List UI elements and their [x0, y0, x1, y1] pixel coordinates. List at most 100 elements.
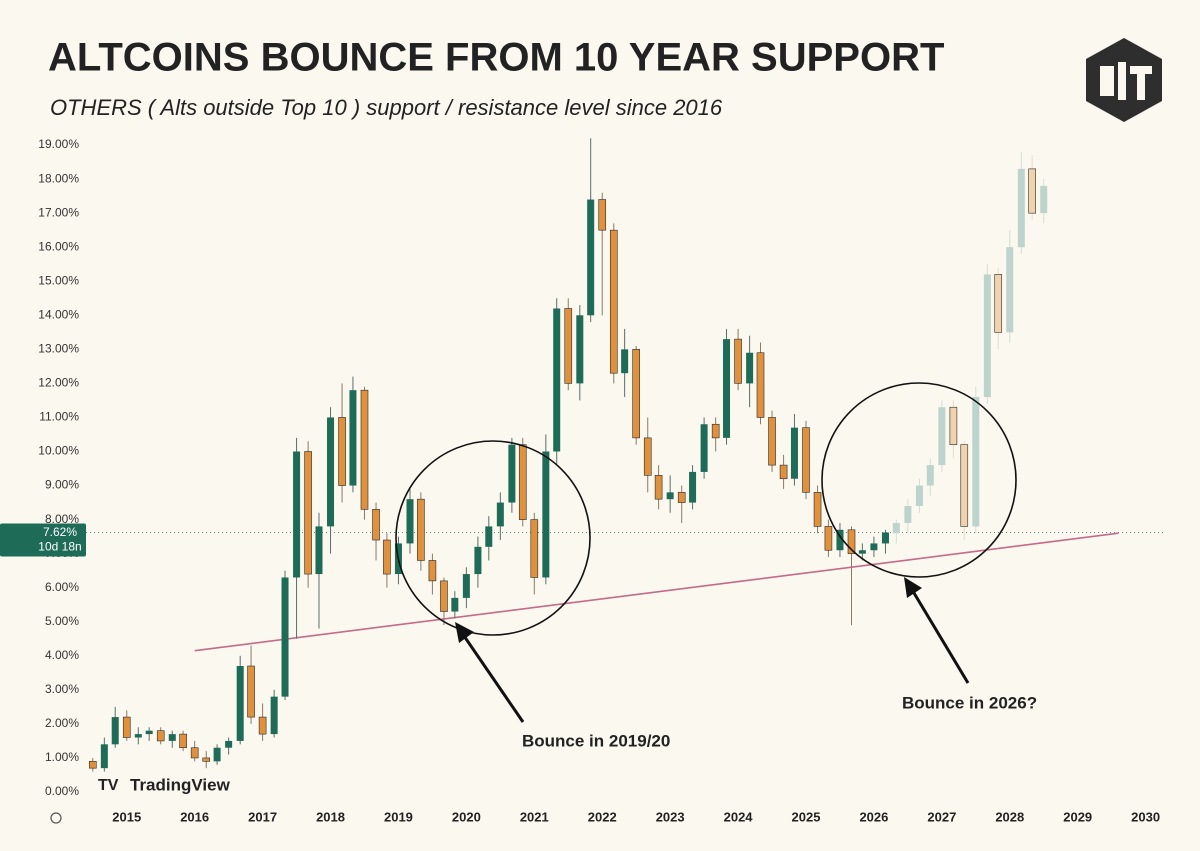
candle-body: [111, 717, 119, 745]
candle-body: [858, 550, 866, 554]
candle-body: [870, 543, 878, 551]
candle-body: [654, 475, 663, 500]
candle-body: [564, 308, 573, 384]
x-tick-label: 2028: [995, 809, 1024, 824]
watermark: TV TradingView: [98, 775, 231, 794]
highlight-circle: [395, 440, 591, 636]
candle-body: [88, 761, 97, 769]
y-tick-label: 3.00%: [45, 682, 79, 696]
candle-body: [813, 492, 822, 527]
candle-body: [315, 526, 323, 575]
countdown: 10d 18n: [38, 540, 81, 554]
y-tick-label: 5.00%: [45, 614, 79, 628]
candle-body: [428, 560, 437, 582]
arrow: [455, 622, 525, 723]
chart-title: ALTCOINS BOUNCE FROM 10 YEAR SUPPORT: [48, 36, 944, 80]
y-tick-label: 8.00%: [45, 512, 79, 526]
candle-body: [576, 315, 584, 384]
candle-body: [406, 499, 414, 544]
candle-body: [1028, 168, 1036, 214]
y-tick-label: 19.00%: [38, 137, 79, 151]
candle-body: [598, 199, 607, 231]
candle-body: [349, 390, 357, 486]
candle-body: [960, 444, 969, 527]
price-tag: 7.62%10d 18n: [0, 523, 86, 557]
candle-body: [474, 546, 482, 575]
x-tick-label: 2019: [384, 809, 413, 824]
candle-body: [824, 526, 833, 551]
annotation: Bounce in 2026?: [902, 693, 1037, 712]
candle-body: [518, 444, 527, 520]
candle-body: [213, 747, 221, 762]
candle-body: [327, 417, 335, 527]
candle-body: [779, 464, 788, 480]
candle-body: [440, 580, 448, 612]
candle-body: [236, 666, 244, 741]
candle-body: [926, 465, 934, 486]
y-tick-label: 1.00%: [45, 750, 79, 764]
chart-subtitle: OTHERS ( Alts outside Top 10 ) support /…: [50, 95, 723, 120]
candle-body: [462, 574, 470, 598]
settings-icon: [50, 812, 62, 824]
candle-body: [756, 352, 765, 418]
x-tick-label: 2029: [1063, 809, 1092, 824]
candle-body: [677, 492, 686, 503]
logo: [1086, 38, 1162, 122]
candle-body: [168, 734, 176, 741]
candle-body: [892, 522, 900, 534]
y-tick-label: 4.00%: [45, 648, 79, 662]
x-tick-label: 2022: [588, 809, 617, 824]
plot-area: 0.00%1.00%2.00%3.00%4.00%5.00%6.00%7.00%…: [38, 137, 1166, 824]
candle-body: [485, 526, 493, 547]
candle-body: [383, 539, 391, 575]
candle-body: [530, 519, 539, 578]
candle-body: [1040, 185, 1048, 214]
x-tick-label: 2020: [452, 809, 481, 824]
watermark-text: TradingView: [130, 775, 231, 794]
y-tick-label: 16.00%: [38, 239, 79, 253]
arrow: [904, 577, 970, 684]
candle-body: [542, 451, 550, 578]
candle-body: [190, 747, 199, 759]
candle-body: [156, 730, 165, 742]
candle-body: [338, 417, 346, 486]
candle-body: [587, 199, 595, 316]
x-tick-label: 2016: [180, 809, 209, 824]
x-tick-label: 2025: [792, 809, 821, 824]
candle-body: [949, 406, 958, 445]
y-tick-label: 18.00%: [38, 171, 79, 185]
candle-body: [372, 509, 380, 541]
candle-body: [915, 485, 923, 506]
candle-body: [768, 417, 776, 466]
x-tick-label: 2027: [927, 809, 956, 824]
y-tick-label: 15.00%: [38, 273, 79, 287]
y-tick-label: 14.00%: [38, 307, 79, 321]
candle-body: [496, 502, 504, 527]
svg-text:TV: TV: [98, 777, 119, 794]
candle-body: [1017, 168, 1025, 248]
candle-body: [836, 529, 844, 551]
candle-body: [258, 716, 267, 735]
candle-body: [904, 505, 912, 523]
x-tick-label: 2021: [520, 809, 549, 824]
candle-body: [643, 437, 652, 476]
x-tick-label: 2015: [112, 809, 141, 824]
candle-body: [802, 427, 810, 493]
candle-body: [847, 529, 856, 554]
candle-body: [689, 471, 697, 503]
highlight-circle: [821, 382, 1017, 578]
y-tick-label: 2.00%: [45, 716, 79, 730]
candle-body: [145, 730, 153, 735]
candle-body: [881, 532, 889, 544]
x-tick-label: 2023: [656, 809, 685, 824]
candle-body: [293, 451, 301, 578]
candle-body: [972, 397, 980, 527]
y-tick-label: 17.00%: [38, 205, 79, 219]
candle-body: [790, 427, 798, 479]
x-tick-label: 2024: [724, 809, 754, 824]
candle-body: [746, 352, 754, 384]
candle-body: [247, 665, 255, 718]
candle-body: [632, 349, 640, 439]
